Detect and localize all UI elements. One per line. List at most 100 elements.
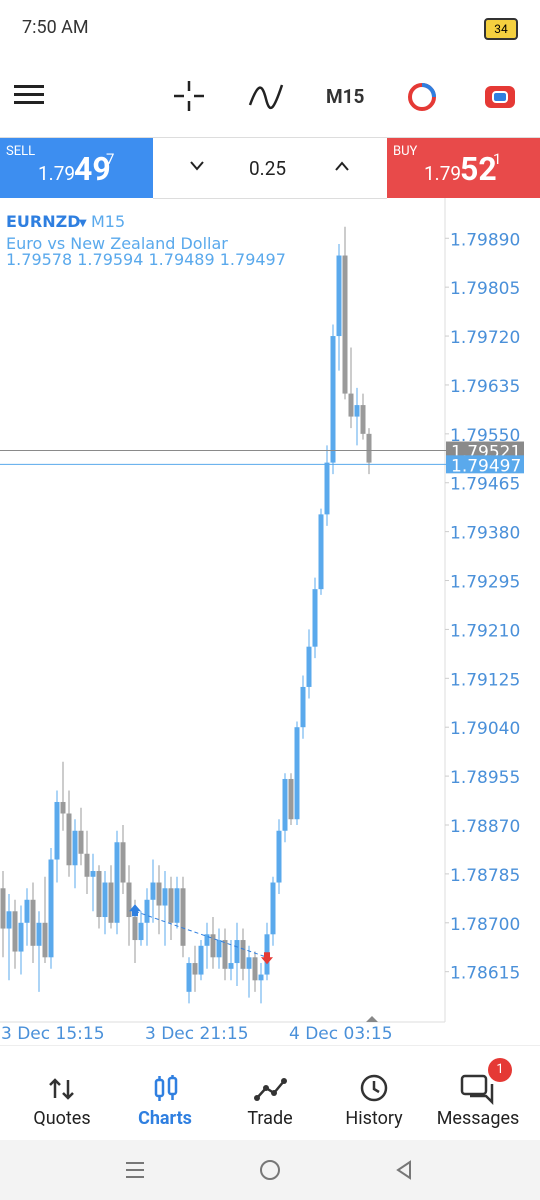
candle-body: [246, 957, 252, 969]
timeframe-button[interactable]: M15: [326, 85, 365, 108]
candle-body: [66, 813, 72, 866]
charts-icon[interactable]: [152, 1074, 180, 1104]
sell-button[interactable]: SELL 1.79 49 7: [0, 138, 153, 198]
candle-body: [240, 940, 246, 969]
candle-body: [126, 882, 132, 918]
candle-body: [270, 882, 276, 935]
candle-body: [180, 888, 186, 946]
nav-label[interactable]: Trade: [247, 1108, 293, 1129]
crosshair-icon[interactable]: [172, 79, 206, 113]
y-tick-label: 1.79890: [450, 230, 520, 250]
y-tick-label: 1.79295: [450, 573, 520, 593]
candle-body: [48, 859, 54, 958]
trade-link: [134, 910, 268, 958]
messages-icon[interactable]: [460, 1072, 498, 1106]
y-tick-label: 1.79550: [450, 426, 520, 446]
candle-body: [108, 882, 114, 923]
candle-body: [96, 871, 102, 918]
x-tick-label: 4 Dec 03:15: [289, 1024, 393, 1044]
scroll-marker: [366, 1016, 378, 1022]
buy-price-sup: 1: [493, 150, 502, 168]
y-tick-label: 1.79635: [450, 377, 520, 397]
candle-body: [366, 433, 372, 463]
nav-label[interactable]: Charts: [138, 1108, 192, 1129]
candle-body: [138, 922, 144, 941]
dropdown-icon[interactable]: ▼: [79, 218, 87, 229]
candle-body: [36, 922, 42, 946]
candle-body: [186, 963, 192, 992]
menu-icon[interactable]: [14, 83, 46, 107]
candle-body: [78, 830, 84, 854]
price-label-box: [446, 441, 524, 460]
candle-body: [336, 255, 342, 337]
toolbar: M15: [0, 55, 540, 138]
sell-price-big: 49: [74, 150, 111, 188]
back-button[interactable]: [394, 1160, 414, 1180]
candle-body: [276, 830, 282, 883]
lot-increase[interactable]: [334, 160, 350, 172]
nav-label[interactable]: Messages: [436, 1108, 520, 1129]
chart[interactable]: EURNZD ▼ M15 Euro vs New Zealand Dollar …: [0, 198, 540, 1045]
battery: 34: [484, 18, 518, 40]
candle-body: [144, 899, 150, 923]
nav-label[interactable]: Quotes: [33, 1108, 91, 1129]
candle-body: [222, 940, 228, 969]
candle-body: [294, 727, 300, 820]
candle-body: [198, 945, 204, 975]
y-tick-label: 1.79380: [450, 524, 520, 544]
candle-body: [18, 922, 24, 952]
candle-body: [258, 974, 264, 981]
symbol: EURNZD: [6, 212, 81, 231]
y-tick-label: 1.79805: [450, 279, 520, 299]
trade-marker: [129, 904, 141, 917]
indicator-icon[interactable]: [248, 79, 284, 113]
trade-marker: [261, 952, 273, 965]
candle-body: [234, 940, 240, 964]
candle-body: [90, 871, 96, 877]
x-tick-label: 3 Dec 15:15: [1, 1024, 105, 1044]
x-tick-label: 3 Dec 21:15: [145, 1024, 249, 1044]
candle-body: [0, 888, 6, 929]
home-button[interactable]: [258, 1158, 282, 1182]
candle-body: [54, 801, 60, 860]
buy-button[interactable]: BUY 1.79 52 1: [387, 138, 540, 198]
objects-icon[interactable]: [406, 81, 438, 113]
lot-value[interactable]: 0.25: [249, 157, 287, 180]
candle-body: [312, 589, 318, 647]
candle-body: [156, 882, 162, 906]
lot-decrease[interactable]: [189, 160, 205, 172]
candle-body: [84, 853, 90, 877]
system-nav: [0, 1140, 540, 1200]
trade-nav-icon[interactable]: [254, 1076, 288, 1102]
candle-body: [342, 255, 348, 394]
y-tick-label: 1.78955: [450, 768, 520, 788]
price-label-box: [446, 455, 524, 474]
candle-body: [102, 882, 108, 918]
y-tick-label: 1.78615: [450, 964, 520, 984]
recents-button[interactable]: [124, 1160, 146, 1180]
buy-label: BUY: [393, 144, 418, 159]
candle-body: [204, 934, 210, 946]
candle-body: [42, 922, 48, 958]
candle-body: [228, 963, 234, 969]
y-tick-label: 1.78785: [450, 866, 520, 886]
y-tick-label: 1.79465: [450, 475, 520, 495]
candle-body: [354, 405, 360, 417]
candle-body: [30, 899, 36, 946]
quotes-icon[interactable]: [48, 1076, 76, 1102]
lot-control: 0.25: [153, 138, 387, 199]
candle-body: [12, 911, 18, 952]
description: Euro vs New Zealand Dollar: [6, 234, 228, 253]
history-icon[interactable]: [358, 1072, 390, 1104]
chart-timeframe: M15: [91, 212, 125, 231]
trade-icon[interactable]: [484, 83, 516, 111]
candle-body: [360, 405, 366, 434]
status-bar: 7:50 AM 34: [0, 0, 540, 55]
candle-body: [306, 646, 312, 687]
y-tick-label: 1.79720: [450, 328, 520, 348]
sell-price-main: 1.79: [38, 162, 76, 185]
nav-label[interactable]: History: [345, 1108, 403, 1129]
y-tick-label: 1.79210: [450, 621, 520, 641]
clock: 7:50 AM: [22, 17, 89, 38]
y-tick-label: 1.79040: [450, 719, 520, 739]
